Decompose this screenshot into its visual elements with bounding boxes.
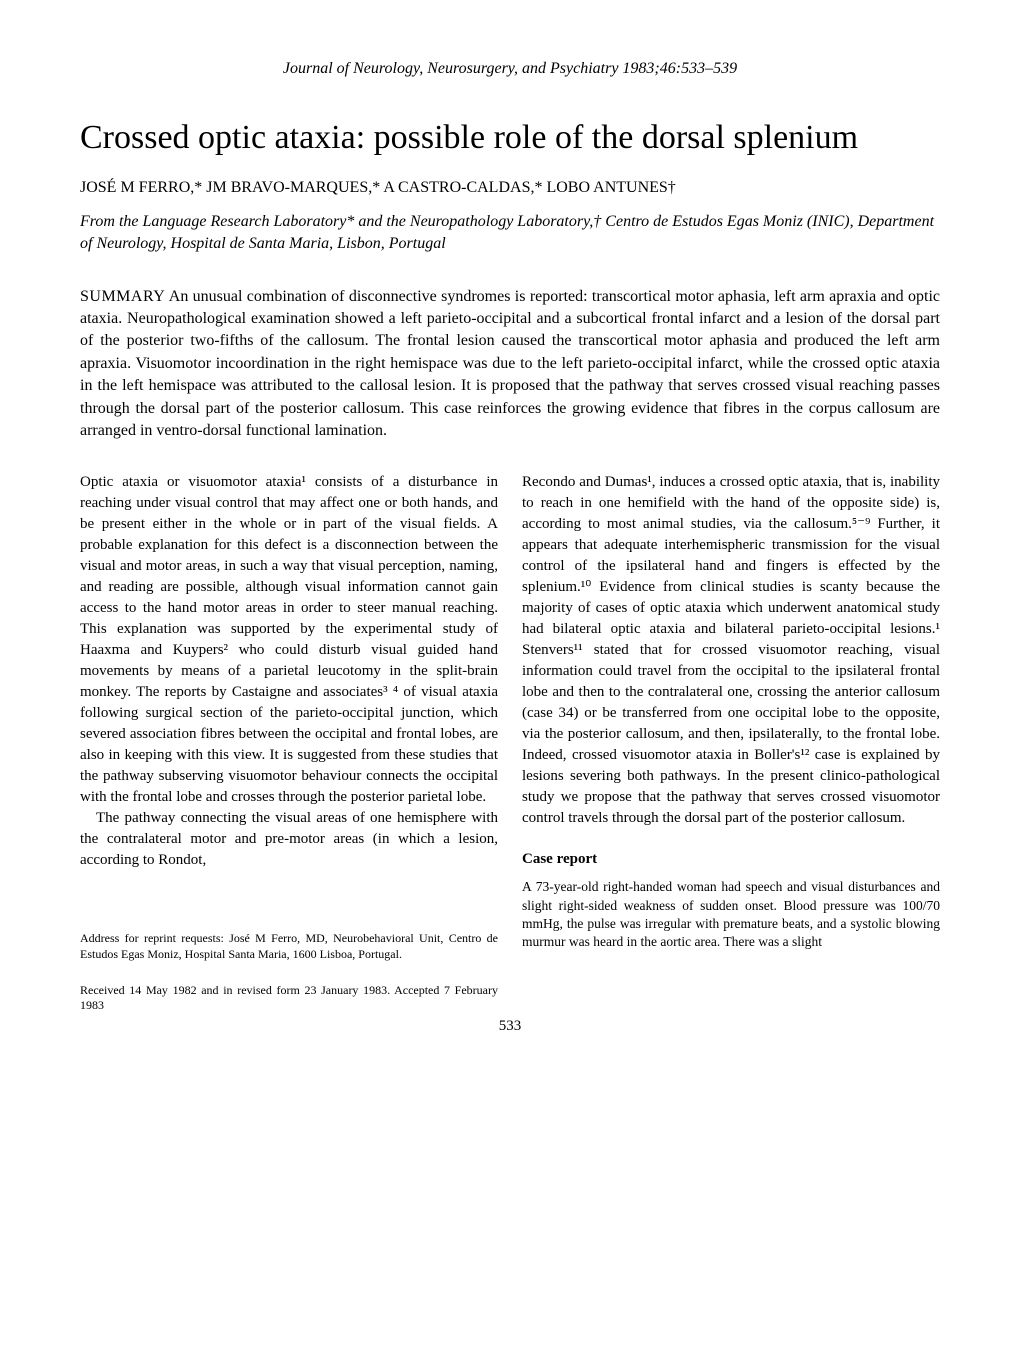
case-report-paragraph: A 73-year-old right-handed woman had spe… — [522, 878, 940, 951]
journal-header: Journal of Neurology, Neurosurgery, and … — [80, 60, 940, 78]
authors: JOSÉ M FERRO,* JM BRAVO-MARQUES,* A CAST… — [80, 179, 940, 197]
summary: SUMMARY An unusual combination of discon… — [80, 286, 940, 443]
reprint-address: Address for reprint requests: José M Fer… — [80, 931, 498, 962]
received-dates: Received 14 May 1982 and in revised form… — [80, 983, 498, 1014]
left-column: Optic ataxia or visuomotor ataxia¹ consi… — [80, 472, 498, 1013]
summary-label: SUMMARY — [80, 288, 165, 305]
body-paragraph: Optic ataxia or visuomotor ataxia¹ consi… — [80, 472, 498, 808]
summary-text: An unusual combination of disconnective … — [80, 288, 940, 439]
article-title: Crossed optic ataxia: possible role of t… — [80, 118, 940, 159]
section-heading-case-report: Case report — [522, 849, 940, 870]
right-column: Recondo and Dumas¹, induces a crossed op… — [522, 472, 940, 1013]
page-number: 533 — [80, 1018, 940, 1035]
body-paragraph: The pathway connecting the visual areas … — [80, 808, 498, 871]
body-paragraph: Recondo and Dumas¹, induces a crossed op… — [522, 472, 940, 829]
affiliation: From the Language Research Laboratory* a… — [80, 211, 940, 256]
